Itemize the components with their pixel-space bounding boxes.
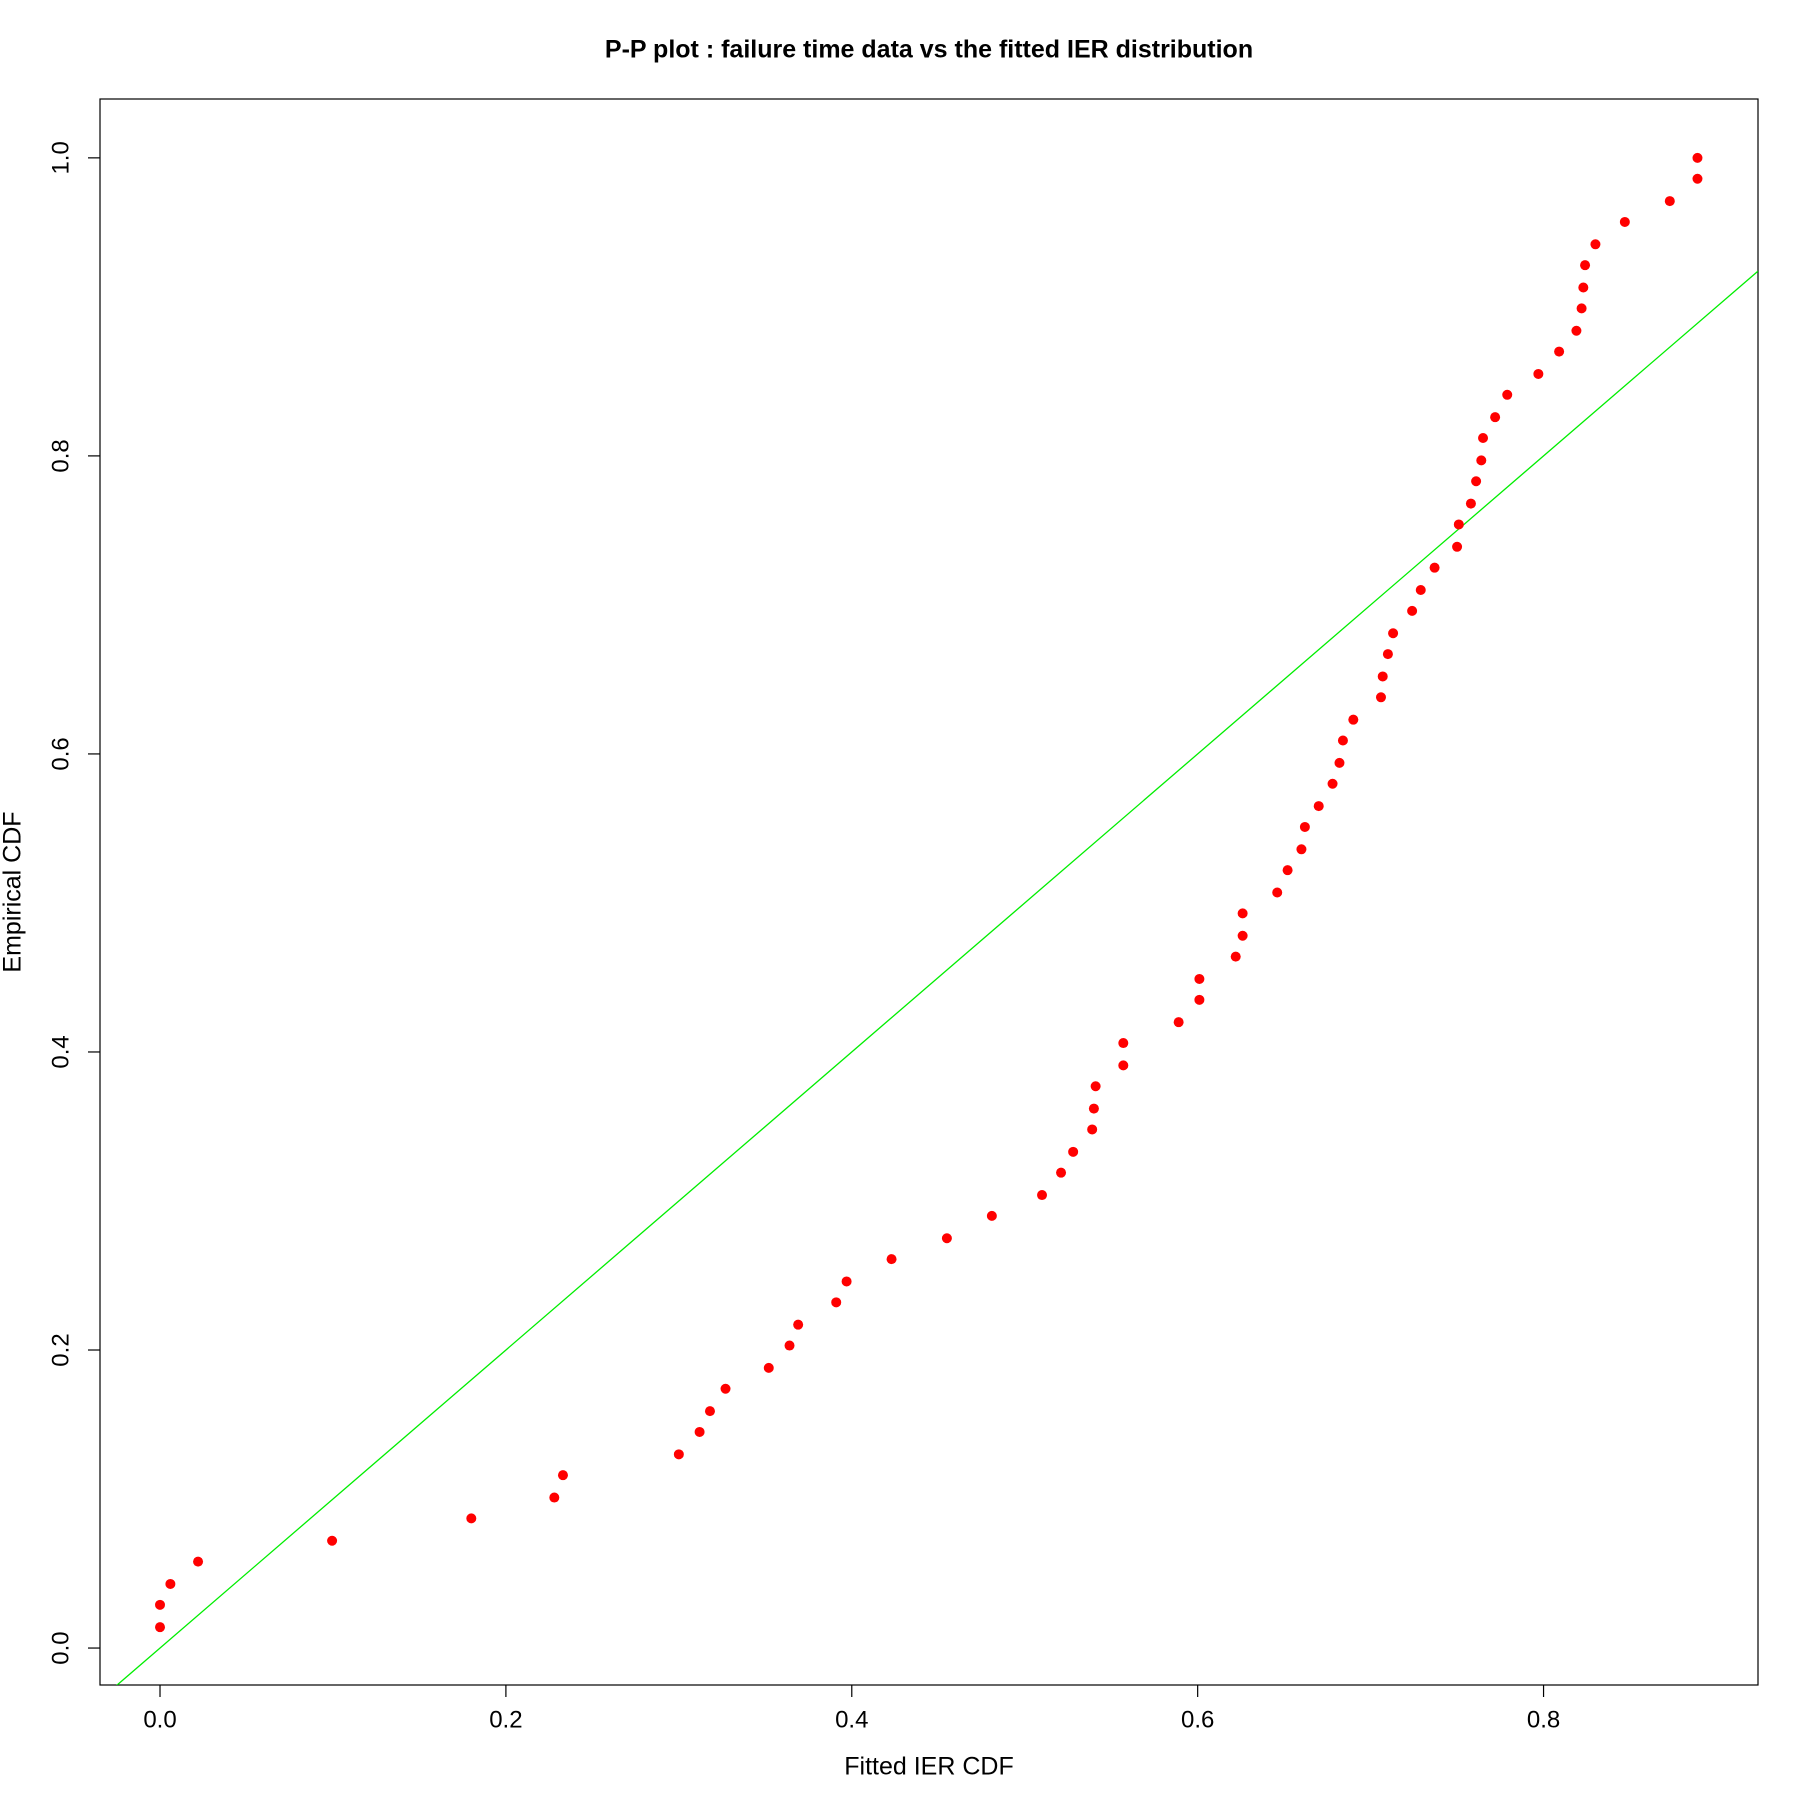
point bbox=[1388, 628, 1399, 639]
point bbox=[549, 1492, 560, 1503]
point bbox=[720, 1383, 731, 1394]
point bbox=[1382, 649, 1393, 660]
point bbox=[1230, 951, 1241, 962]
y-tick-label: 0.6 bbox=[47, 737, 74, 770]
point bbox=[1490, 412, 1501, 423]
point bbox=[1476, 455, 1487, 466]
point bbox=[1337, 735, 1348, 746]
point bbox=[1578, 282, 1589, 293]
point bbox=[1056, 1167, 1067, 1178]
y-tick-label: 1.0 bbox=[47, 141, 74, 174]
point bbox=[831, 1297, 842, 1308]
reference-line bbox=[116, 270, 1758, 1685]
point bbox=[1173, 1017, 1184, 1028]
point bbox=[1465, 498, 1476, 509]
point bbox=[1118, 1038, 1129, 1049]
x-axis-label: Fitted IER CDF bbox=[844, 1753, 1013, 1781]
point bbox=[1471, 476, 1482, 487]
point bbox=[986, 1210, 997, 1221]
point bbox=[1375, 692, 1386, 703]
x-tick-label: 0.8 bbox=[1527, 1706, 1560, 1733]
point bbox=[1580, 260, 1591, 271]
y-tick-label: 0.8 bbox=[47, 439, 74, 472]
point bbox=[673, 1449, 684, 1460]
point bbox=[704, 1406, 715, 1417]
y-tick-label: 0.4 bbox=[47, 1035, 74, 1068]
point bbox=[841, 1276, 852, 1287]
point bbox=[793, 1319, 804, 1330]
point bbox=[1664, 196, 1675, 207]
point bbox=[1334, 757, 1345, 768]
point bbox=[886, 1254, 897, 1265]
point bbox=[1452, 541, 1463, 552]
point bbox=[1194, 994, 1205, 1005]
y-axis-label: Empirical CDF bbox=[0, 811, 27, 972]
plot-frame bbox=[99, 98, 1759, 1686]
point bbox=[1619, 216, 1630, 227]
point bbox=[1118, 1060, 1129, 1071]
point bbox=[941, 1233, 952, 1244]
point bbox=[1087, 1124, 1098, 1135]
point bbox=[155, 1622, 166, 1633]
point bbox=[1272, 887, 1283, 898]
point bbox=[1407, 605, 1418, 616]
point bbox=[155, 1599, 166, 1610]
chart-title: P-P plot : failure time data vs the fitt… bbox=[605, 36, 1253, 64]
point bbox=[1088, 1103, 1099, 1114]
point bbox=[1692, 152, 1703, 163]
point bbox=[1590, 239, 1601, 250]
point bbox=[193, 1556, 204, 1567]
point bbox=[1453, 519, 1464, 530]
point bbox=[557, 1470, 568, 1481]
point bbox=[1348, 714, 1359, 725]
point bbox=[1415, 585, 1426, 596]
point bbox=[1090, 1081, 1101, 1092]
point bbox=[1327, 778, 1338, 789]
point bbox=[466, 1513, 477, 1524]
point bbox=[763, 1362, 774, 1373]
point bbox=[1478, 433, 1489, 444]
point bbox=[1237, 908, 1248, 919]
point bbox=[694, 1426, 705, 1437]
point bbox=[1296, 844, 1307, 855]
y-tick-label: 0.0 bbox=[47, 1631, 74, 1664]
point bbox=[1576, 303, 1587, 314]
point bbox=[1299, 821, 1310, 832]
x-tick-label: 0.2 bbox=[489, 1706, 522, 1733]
point bbox=[327, 1535, 338, 1546]
point bbox=[1429, 562, 1440, 573]
point bbox=[1533, 368, 1544, 379]
point bbox=[1037, 1190, 1048, 1201]
point bbox=[1282, 865, 1293, 876]
x-tick-label: 0.6 bbox=[1181, 1706, 1214, 1733]
point bbox=[784, 1340, 795, 1351]
point bbox=[165, 1578, 176, 1589]
point bbox=[1313, 801, 1324, 812]
point bbox=[1571, 325, 1582, 336]
point bbox=[1692, 173, 1703, 184]
point bbox=[1194, 973, 1205, 984]
y-tick-label: 0.2 bbox=[47, 1333, 74, 1366]
point bbox=[1377, 671, 1388, 682]
point bbox=[1068, 1146, 1079, 1157]
point bbox=[1554, 346, 1565, 357]
point bbox=[1237, 930, 1248, 941]
point bbox=[1502, 389, 1513, 400]
x-tick-label: 0.0 bbox=[143, 1706, 176, 1733]
x-tick-label: 0.4 bbox=[835, 1706, 868, 1733]
